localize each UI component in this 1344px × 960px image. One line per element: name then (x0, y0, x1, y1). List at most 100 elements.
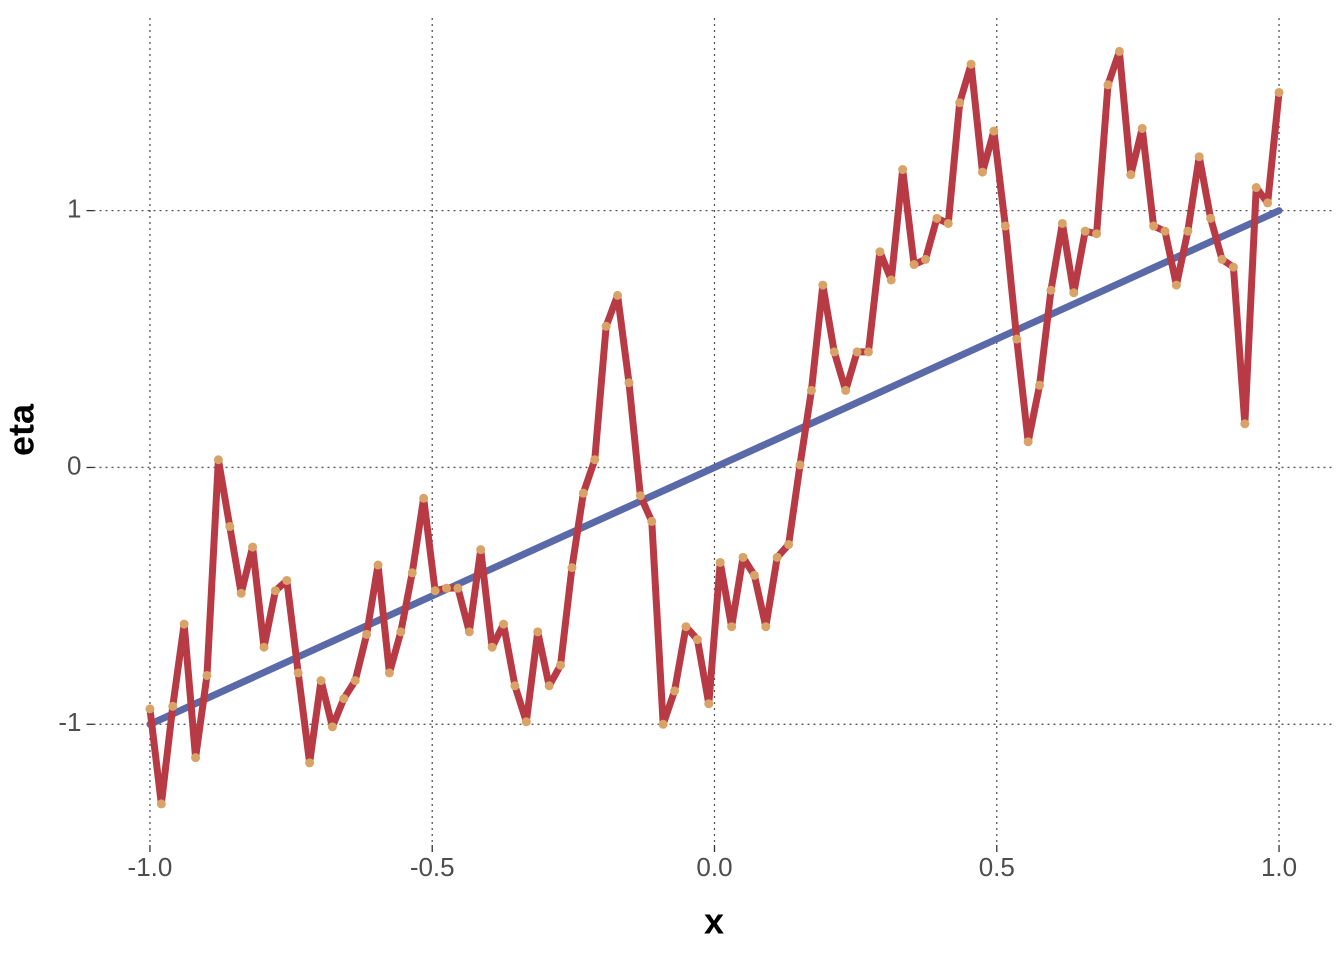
point (1092, 229, 1102, 239)
point (1251, 183, 1261, 193)
point (966, 59, 976, 69)
point (282, 575, 292, 585)
point (806, 385, 816, 395)
point (875, 247, 885, 257)
point (909, 260, 919, 270)
point (749, 570, 759, 580)
x-tick-label: 0.5 (979, 852, 1015, 882)
point (715, 557, 725, 567)
point (818, 280, 828, 290)
point (613, 290, 623, 300)
point (339, 694, 349, 704)
point (168, 701, 178, 711)
point (1228, 262, 1238, 272)
point (1160, 226, 1170, 236)
point (179, 619, 189, 629)
point (453, 583, 463, 593)
point (1126, 170, 1136, 180)
point (327, 722, 337, 732)
point (955, 98, 965, 108)
point (886, 275, 896, 285)
x-axis-title: x (704, 901, 724, 942)
x-tick-label: -1.0 (128, 852, 173, 882)
y-tick-label: -1 (58, 707, 81, 737)
point (305, 758, 315, 768)
point (920, 254, 930, 264)
point (624, 378, 634, 388)
point (1035, 380, 1045, 390)
point (1080, 226, 1090, 236)
point (556, 660, 566, 670)
line (146, 207, 1283, 728)
point (1137, 123, 1147, 133)
point (863, 347, 873, 357)
point (601, 321, 611, 331)
point (738, 552, 748, 562)
point (1240, 419, 1250, 429)
point (1023, 437, 1033, 447)
point (533, 627, 543, 637)
point (191, 753, 201, 763)
point (510, 681, 520, 691)
point (829, 347, 839, 357)
point (727, 622, 737, 632)
point (521, 717, 531, 727)
point (373, 560, 383, 570)
point (270, 586, 280, 596)
y-tick-label: 0 (67, 450, 81, 480)
point (898, 165, 908, 175)
point (464, 627, 474, 637)
point (145, 704, 155, 714)
point (1206, 213, 1216, 223)
point (236, 588, 246, 598)
point (943, 218, 953, 228)
point (681, 622, 691, 632)
y-tick-label: 1 (67, 193, 81, 223)
point (487, 642, 497, 652)
point (795, 460, 805, 470)
point (407, 568, 417, 578)
point (852, 347, 862, 357)
x-tick-label: 0.0 (696, 852, 732, 882)
point (544, 681, 554, 691)
point (1263, 198, 1273, 208)
point (658, 719, 668, 729)
point (384, 668, 394, 678)
point (1103, 80, 1113, 90)
point (202, 670, 212, 680)
point (670, 686, 680, 696)
x-tick-label: 1.0 (1261, 852, 1297, 882)
point (1069, 288, 1079, 298)
point (1274, 87, 1284, 97)
point (316, 676, 326, 686)
point (419, 493, 429, 503)
point (989, 126, 999, 136)
point (761, 622, 771, 632)
point (841, 385, 851, 395)
point (567, 563, 577, 573)
point (499, 619, 509, 629)
point (1057, 218, 1067, 228)
point (1183, 226, 1193, 236)
point (635, 491, 645, 501)
point (692, 635, 702, 645)
x-tick-label: -0.5 (410, 852, 455, 882)
point (1171, 280, 1181, 290)
point (293, 668, 303, 678)
point (977, 167, 987, 177)
point (1194, 152, 1204, 162)
point (932, 213, 942, 223)
point (248, 542, 258, 552)
point (350, 676, 360, 686)
point (1217, 254, 1227, 264)
y-axis-title: eta (1, 403, 42, 456)
point (1046, 285, 1056, 295)
point (590, 455, 600, 465)
point (647, 516, 657, 526)
point (259, 642, 269, 652)
point (213, 455, 223, 465)
point (704, 699, 714, 709)
point (442, 583, 452, 593)
point (476, 545, 486, 555)
